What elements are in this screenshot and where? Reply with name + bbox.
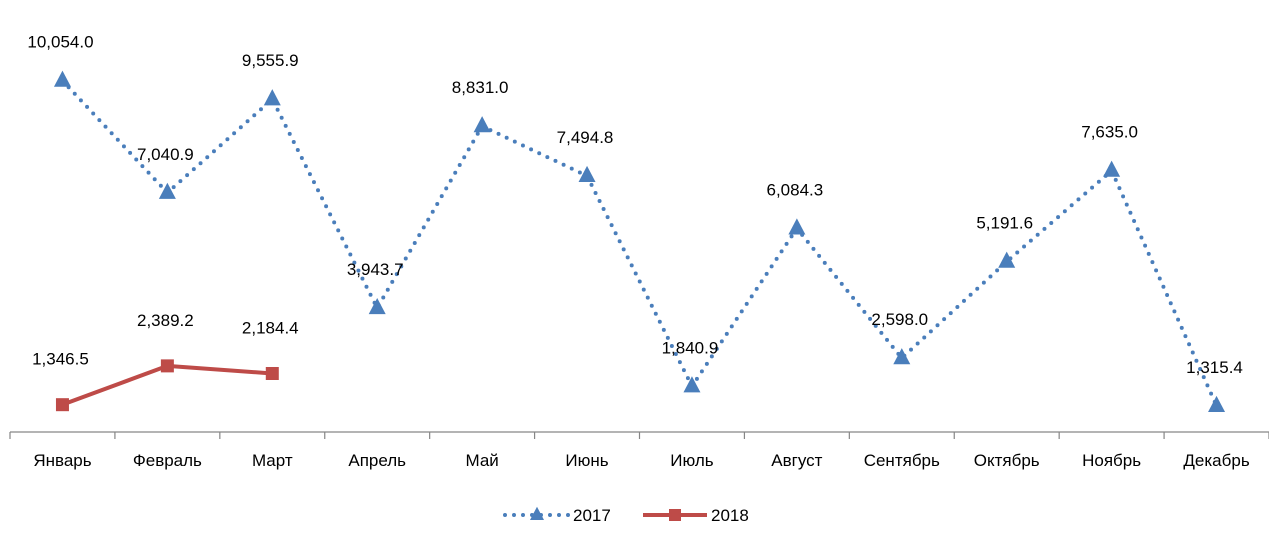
data-label-2017: 6,084.3 bbox=[767, 180, 824, 199]
data-labels: 10,054.0 7,040.9 9,555.9 3,943.7 8,831.0 7,49… bbox=[27, 33, 1243, 377]
x-tick-label: Апрель bbox=[348, 451, 406, 470]
data-label-2018: 2,389.2 bbox=[137, 311, 194, 330]
legend-marker-square bbox=[669, 509, 681, 521]
legend-label: 2018 bbox=[711, 506, 749, 525]
data-point-2017 bbox=[1103, 160, 1121, 177]
data-point-2017 bbox=[473, 116, 491, 133]
legend-label: 2017 bbox=[573, 506, 611, 525]
data-point-2018 bbox=[265, 366, 279, 380]
x-tick-label: Январь bbox=[33, 451, 91, 470]
data-point-2017 bbox=[53, 70, 71, 87]
data-point-2017 bbox=[1208, 395, 1226, 412]
series-2017 bbox=[53, 70, 1226, 412]
series-layer bbox=[53, 70, 1226, 412]
data-label-2017: 3,943.7 bbox=[347, 260, 404, 279]
x-tick-label: Октябрь bbox=[974, 451, 1040, 470]
x-axis: Январь Февраль Март Апрель Май Июнь Июль Август… bbox=[9, 431, 1269, 470]
data-label-2017: 7,635.0 bbox=[1081, 123, 1138, 142]
data-point-2017 bbox=[683, 376, 701, 393]
data-label-2018: 1,346.5 bbox=[32, 350, 89, 369]
data-label-2017: 9,555.9 bbox=[242, 51, 299, 70]
x-tick-label: Июнь bbox=[565, 451, 608, 470]
data-point-2017 bbox=[263, 89, 281, 106]
x-tick-label: Июль bbox=[670, 451, 714, 470]
series-line-2017 bbox=[60, 78, 1219, 408]
data-point-2017 bbox=[368, 298, 386, 315]
x-tick-label: Сентябрь bbox=[864, 451, 940, 470]
legend-item-2017: 2017 bbox=[503, 506, 611, 525]
data-label-2017: 7,494.8 bbox=[557, 128, 614, 147]
x-tick-label: Март bbox=[252, 451, 293, 470]
data-point-2017 bbox=[578, 165, 596, 183]
data-point-2018 bbox=[160, 359, 174, 373]
legend-item-2018: 2018 bbox=[643, 506, 749, 525]
data-label-2017: 8,831.0 bbox=[452, 78, 509, 97]
data-label-2018: 2,184.4 bbox=[242, 318, 299, 337]
data-label-2017: 1,315.4 bbox=[1186, 358, 1243, 377]
data-label-2017: 2,598.0 bbox=[871, 310, 928, 329]
data-point-2017 bbox=[893, 348, 911, 365]
data-point-2017 bbox=[788, 218, 806, 235]
data-label-2017: 5,191.6 bbox=[976, 214, 1033, 233]
data-label-2017: 10,054.0 bbox=[27, 33, 93, 52]
data-label-2017: 1,840.9 bbox=[662, 338, 719, 357]
x-tick-label: Август bbox=[771, 451, 822, 470]
series-2018 bbox=[55, 359, 279, 412]
data-point-2018 bbox=[55, 398, 69, 412]
legend-marker-triangle bbox=[530, 506, 544, 521]
x-tick-label: Ноябрь bbox=[1082, 451, 1141, 470]
x-tick-label: Февраль bbox=[133, 451, 202, 470]
legend: 2017 2018 bbox=[503, 506, 749, 525]
data-point-2017 bbox=[998, 251, 1016, 268]
data-point-2017 bbox=[158, 182, 176, 199]
data-label-2017: 7,040.9 bbox=[137, 145, 194, 164]
x-tick-label: Май bbox=[465, 451, 498, 470]
x-tick-label: Декабрь bbox=[1183, 451, 1249, 470]
